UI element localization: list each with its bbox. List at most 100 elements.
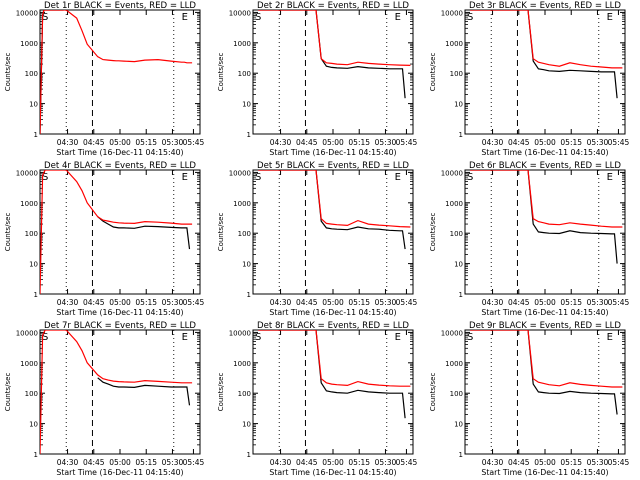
y-tick-label: 10000: [16, 9, 38, 17]
panel-title: Det 6r BLACK = Events, RED = LLD: [469, 161, 621, 171]
series-line-lld: [40, 170, 193, 294]
plot-frame: [464, 329, 626, 455]
series-line-lld: [470, 330, 623, 388]
series-line-events: [470, 170, 618, 264]
y-tick-label: 10000: [229, 9, 251, 17]
end-marker-label: E: [607, 12, 613, 23]
series-line-events: [258, 10, 406, 99]
y-axis-label: Counts/sec: [429, 373, 437, 412]
x-tick-label: 05:45: [183, 298, 205, 307]
x-tick-label: 05:15: [348, 298, 370, 307]
series-line-lld: [40, 330, 193, 454]
panel-title: Det 4r BLACK = Events, RED = LLD: [44, 161, 196, 171]
x-tick-label: 04:45: [508, 138, 530, 147]
y-axis-label: Counts/sec: [217, 213, 225, 252]
panel-title: Det 1r BLACK = Events, RED = LLD: [44, 1, 196, 11]
y-tick-label: 100: [238, 230, 251, 238]
start-marker-label: S: [255, 332, 261, 343]
panel-det-6: Det 6r BLACK = Events, RED = LLD 1 10 100 10…: [429, 161, 629, 317]
y-tick-label: 10: [29, 101, 38, 109]
x-tick-label: 05:00: [534, 298, 556, 307]
x-tick-label: 04:30: [57, 298, 79, 307]
plot-frame: [39, 9, 201, 135]
series-line-lld: [470, 170, 623, 228]
y-tick-label: 100: [450, 70, 463, 78]
y-tick-label: 10000: [441, 169, 463, 177]
y-tick-label: 1000: [233, 40, 251, 48]
y-tick-label: 10: [29, 261, 38, 269]
x-tick-label: 04:30: [482, 458, 504, 467]
y-tick-label: 1000: [233, 200, 251, 208]
y-tick-label: 1: [34, 291, 38, 299]
x-tick-label: 05:15: [560, 458, 582, 467]
x-tick-label: 05:30: [162, 138, 184, 147]
x-tick-label: 05:30: [375, 458, 397, 467]
y-axis-label: Counts/sec: [217, 53, 225, 92]
panel-title: Det 7r BLACK = Events, RED = LLD: [44, 321, 196, 331]
y-tick-label: 10: [454, 101, 463, 109]
series-line-events: [470, 10, 618, 99]
x-tick-label: 04:45: [508, 458, 530, 467]
x-tick-label: 05:30: [587, 458, 609, 467]
x-tick-label: 04:45: [508, 298, 530, 307]
x-axis-label: Start Time (16-Dec-11 04:15:40): [56, 308, 183, 317]
series-line-lld: [258, 170, 411, 228]
x-tick-label: 05:00: [534, 458, 556, 467]
y-tick-label: 100: [238, 70, 251, 78]
y-tick-label: 1: [34, 131, 38, 139]
x-axis-label: Start Time (16-Dec-11 04:15:40): [481, 148, 608, 157]
x-tick-label: 05:00: [109, 298, 131, 307]
start-marker-label: S: [467, 12, 473, 23]
x-tick-label: 05:30: [375, 298, 397, 307]
x-tick-label: 04:30: [57, 138, 79, 147]
start-marker-label: S: [255, 12, 261, 23]
panel-det-3: Det 3r BLACK = Events, RED = LLD 1 10 100 10…: [429, 1, 629, 157]
end-marker-label: E: [395, 12, 401, 23]
x-axis-label: Start Time (16-Dec-11 04:15:40): [269, 468, 396, 477]
y-tick-label: 10000: [441, 9, 463, 17]
x-tick-label: 05:00: [322, 138, 344, 147]
panel-title: Det 3r BLACK = Events, RED = LLD: [469, 1, 621, 11]
plot-frame: [252, 9, 414, 135]
x-tick-label: 05:45: [608, 458, 630, 467]
end-marker-label: E: [182, 332, 188, 343]
panel-det-1: Det 1r BLACK = Events, RED = LLD 1 10 100 10…: [4, 1, 204, 157]
y-tick-label: 10: [242, 421, 251, 429]
series-line-events: [97, 216, 191, 250]
end-marker-label: E: [395, 332, 401, 343]
panel-det-4: Det 4r BLACK = Events, RED = LLD 1 10 100 10…: [4, 161, 204, 317]
y-tick-label: 10: [454, 261, 463, 269]
start-marker-label: S: [42, 12, 48, 23]
x-tick-label: 05:30: [375, 138, 397, 147]
y-tick-label: 1: [247, 291, 251, 299]
y-tick-label: 1000: [20, 200, 38, 208]
y-axis-label: Counts/sec: [4, 53, 12, 92]
x-tick-label: 05:00: [534, 138, 556, 147]
start-marker-label: S: [42, 172, 48, 183]
x-tick-label: 04:30: [270, 138, 292, 147]
y-tick-label: 1000: [233, 360, 251, 368]
end-marker-label: E: [182, 172, 188, 183]
y-axis-label: Counts/sec: [4, 373, 12, 412]
plot-frame: [464, 169, 626, 295]
y-tick-label: 100: [450, 390, 463, 398]
y-tick-label: 1: [459, 451, 463, 459]
x-tick-label: 04:30: [57, 458, 79, 467]
y-tick-label: 10000: [229, 329, 251, 337]
series-line-events: [258, 170, 406, 250]
start-marker-label: S: [255, 172, 261, 183]
x-tick-label: 04:30: [482, 138, 504, 147]
x-axis-label: Start Time (16-Dec-11 04:15:40): [56, 148, 183, 157]
series-line-lld: [258, 330, 411, 387]
y-tick-label: 100: [450, 230, 463, 238]
x-tick-label: 04:30: [270, 458, 292, 467]
x-tick-label: 05:45: [608, 138, 630, 147]
panel-det-8: Det 8r BLACK = Events, RED = LLD 1 10 100 10…: [217, 321, 417, 477]
series-line-events: [470, 330, 618, 415]
x-tick-label: 05:45: [183, 138, 205, 147]
y-tick-label: 1: [459, 131, 463, 139]
x-tick-label: 05:15: [560, 298, 582, 307]
x-tick-label: 05:15: [135, 298, 157, 307]
x-tick-label: 05:15: [135, 138, 157, 147]
y-tick-label: 1000: [20, 360, 38, 368]
